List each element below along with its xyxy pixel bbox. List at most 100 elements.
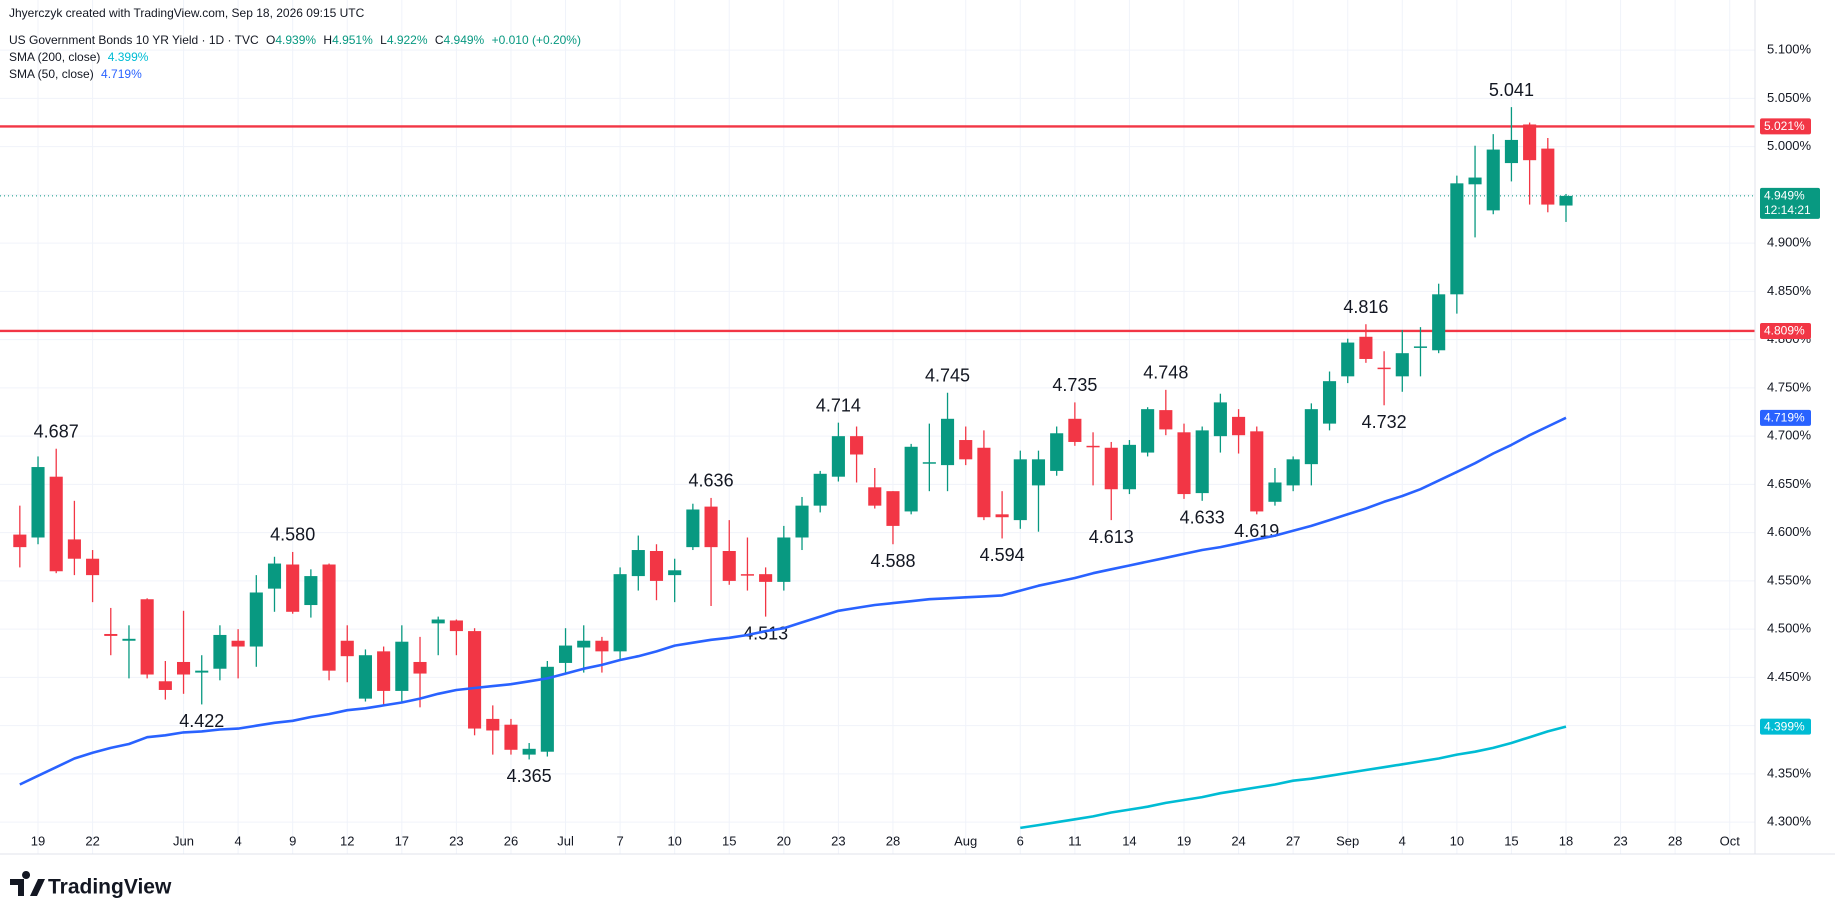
x-tick-label: 17 <box>395 833 409 848</box>
price-tag-label: 5.021% <box>1764 119 1805 133</box>
candle-body <box>231 640 245 647</box>
high-label: 4.735 <box>1052 375 1097 395</box>
candle-body <box>1159 410 1173 430</box>
candle-body <box>504 724 518 750</box>
ohlc-value: 4.951% <box>332 33 373 47</box>
candle-body <box>304 576 318 606</box>
low-label: 4.732 <box>1362 412 1407 432</box>
high-label: 4.816 <box>1343 297 1388 317</box>
x-tick-label: 23 <box>1613 833 1627 848</box>
candle-body <box>813 473 827 506</box>
candle-body <box>959 440 973 460</box>
price-tag <box>1760 409 1811 426</box>
candle-body <box>904 446 918 512</box>
candle-body <box>649 550 664 581</box>
low-label: 4.422 <box>179 711 224 731</box>
candle-body <box>1232 416 1246 436</box>
low-label: 4.633 <box>1180 508 1225 528</box>
price-tag-label: 4.719% <box>1764 411 1805 425</box>
candle-body <box>631 550 645 577</box>
y-tick-label: 4.350% <box>1767 765 1812 780</box>
candle-body <box>395 641 409 691</box>
x-tick-label: 28 <box>886 833 900 848</box>
y-tick-label: 4.550% <box>1767 572 1812 587</box>
candle-body <box>1377 367 1391 370</box>
ohlc-value: 4.949% <box>444 33 485 47</box>
low-label: 4.594 <box>980 545 1025 565</box>
candle-body <box>286 564 300 612</box>
high-label: 4.748 <box>1143 363 1188 383</box>
candle-body <box>595 640 609 652</box>
candle-body <box>1068 418 1082 442</box>
candle-body <box>850 436 864 455</box>
candle-body <box>1013 459 1027 521</box>
x-tick-label: 24 <box>1231 833 1245 848</box>
logo: TradingView <box>10 871 172 899</box>
x-tick-label: 20 <box>777 833 791 848</box>
candle-body <box>267 563 282 589</box>
axes: 4.300%4.350%4.400%4.450%4.500%4.550%4.60… <box>31 42 1820 848</box>
high-label: 5.041 <box>1489 80 1534 100</box>
y-tick-label: 4.500% <box>1767 621 1812 636</box>
candle-body <box>31 467 45 538</box>
grid <box>0 0 1755 854</box>
candle-body <box>977 447 991 518</box>
high-label: 4.745 <box>925 365 970 385</box>
candle-body <box>1395 353 1409 377</box>
high-label: 4.714 <box>816 395 861 415</box>
candle-body <box>1359 336 1373 359</box>
candle-body <box>468 631 482 729</box>
candle-body <box>249 592 263 647</box>
x-tick-label: 19 <box>31 833 45 848</box>
x-tick-label: 28 <box>1668 833 1682 848</box>
y-tick-label: 4.650% <box>1767 476 1812 491</box>
candle-body <box>377 651 391 691</box>
x-tick-label: 14 <box>1122 833 1136 848</box>
x-tick-label: 22 <box>85 833 99 848</box>
plot-area: 4.6874.4224.5804.3654.6364.5134.7144.588… <box>0 80 1755 830</box>
symbol: US Government Bonds 10 YR Yield · 1D · T… <box>9 33 259 47</box>
y-tick-label: 5.000% <box>1767 138 1812 153</box>
x-tick-label: Sep <box>1336 833 1359 848</box>
low-label: 4.365 <box>507 766 552 786</box>
x-tick-label: Aug <box>954 833 977 848</box>
candle-body <box>1504 139 1518 164</box>
price-tag-label: 4.399% <box>1764 719 1805 733</box>
x-tick-label: 23 <box>831 833 845 848</box>
low-label: 4.588 <box>870 551 915 571</box>
countdown-label: 12:14:21 <box>1764 203 1811 217</box>
candle-body <box>777 537 791 582</box>
candle-body <box>1322 381 1337 424</box>
candle-body <box>340 640 354 657</box>
ohlc-value: 4.922% <box>387 33 428 47</box>
price-tag <box>1760 718 1811 735</box>
candle-body <box>759 574 773 582</box>
candle-body <box>122 638 136 641</box>
x-tick-label: 23 <box>449 833 463 848</box>
candle-body <box>558 645 573 663</box>
x-tick-label: 18 <box>1559 833 1573 848</box>
candle-body <box>1304 409 1318 465</box>
candle-body <box>104 633 118 636</box>
x-tick-label: 26 <box>504 833 518 848</box>
candle-body <box>1122 444 1136 490</box>
ohlc-value: 4.939% <box>275 33 316 47</box>
candle-body <box>1086 445 1100 448</box>
high-label: 4.687 <box>34 421 79 441</box>
candle-body <box>1286 459 1300 486</box>
candle-body <box>486 718 500 731</box>
sma-line <box>1020 725 1567 830</box>
ohlc-key: O <box>266 33 275 47</box>
y-tick-label: 4.600% <box>1767 524 1812 539</box>
candle-body <box>868 487 882 506</box>
candle-body <box>140 599 154 675</box>
candle-body <box>449 620 463 632</box>
x-tick-label: 10 <box>667 833 681 848</box>
candle-body <box>1559 195 1573 206</box>
candle-body <box>358 655 372 699</box>
x-tick-label: 4 <box>1399 833 1406 848</box>
x-tick-label: 6 <box>1017 833 1024 848</box>
candle-body <box>522 748 536 755</box>
y-tick-label: 4.850% <box>1767 283 1812 298</box>
candle-body <box>213 634 227 669</box>
